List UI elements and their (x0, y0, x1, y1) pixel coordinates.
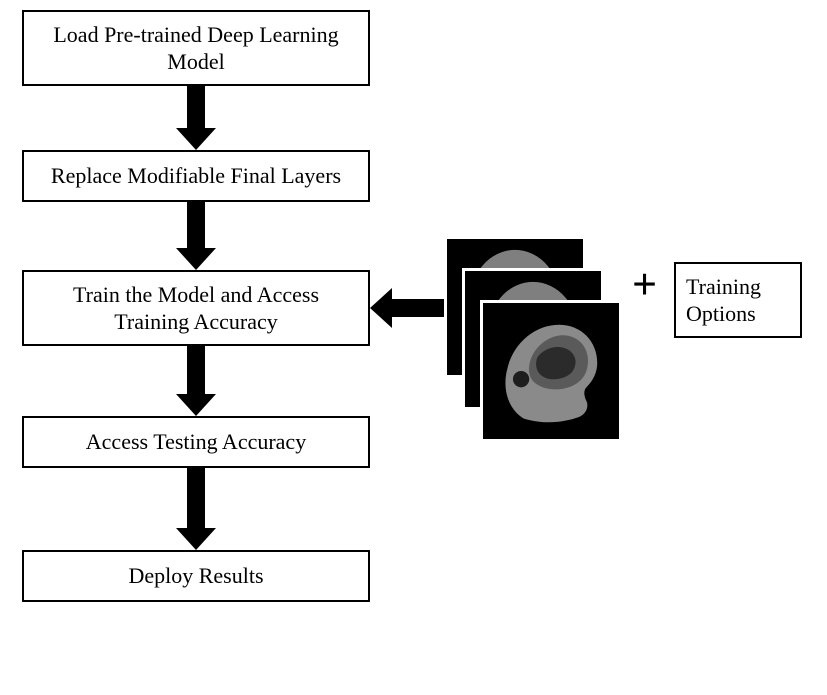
node-label: Deploy Results (128, 562, 263, 590)
node-deploy-results: Deploy Results (22, 550, 370, 602)
arrow-head (176, 248, 216, 270)
arrow-head (176, 528, 216, 550)
flowchart-canvas: Load Pre-trained Deep Learning Model Rep… (0, 0, 827, 695)
node-test-accuracy: Access Testing Accuracy (22, 416, 370, 468)
node-label: Train the Model and Access Training Accu… (44, 281, 348, 336)
arrow-shaft (187, 468, 205, 528)
arrow-head (176, 394, 216, 416)
arrow-shaft (187, 202, 205, 248)
arrow-head (370, 288, 392, 328)
node-replace-layers: Replace Modifiable Final Layers (22, 150, 370, 202)
arrow-head (176, 128, 216, 150)
arrow-shaft (187, 86, 205, 128)
plus-icon: + (632, 263, 657, 307)
node-training-options: Training Options (674, 262, 802, 338)
node-label: Training Options (686, 273, 800, 328)
node-label: Load Pre-trained Deep Learning Model (42, 21, 350, 76)
node-label: Access Testing Accuracy (86, 428, 306, 456)
node-label: Replace Modifiable Final Layers (51, 162, 341, 190)
node-load-model: Load Pre-trained Deep Learning Model (22, 10, 370, 86)
arrow-shaft (392, 299, 444, 317)
node-train-model: Train the Model and Access Training Accu… (22, 270, 370, 346)
arrow-shaft (187, 346, 205, 394)
brain-sagittal-icon (483, 303, 619, 439)
mri-tile-front (480, 300, 622, 442)
